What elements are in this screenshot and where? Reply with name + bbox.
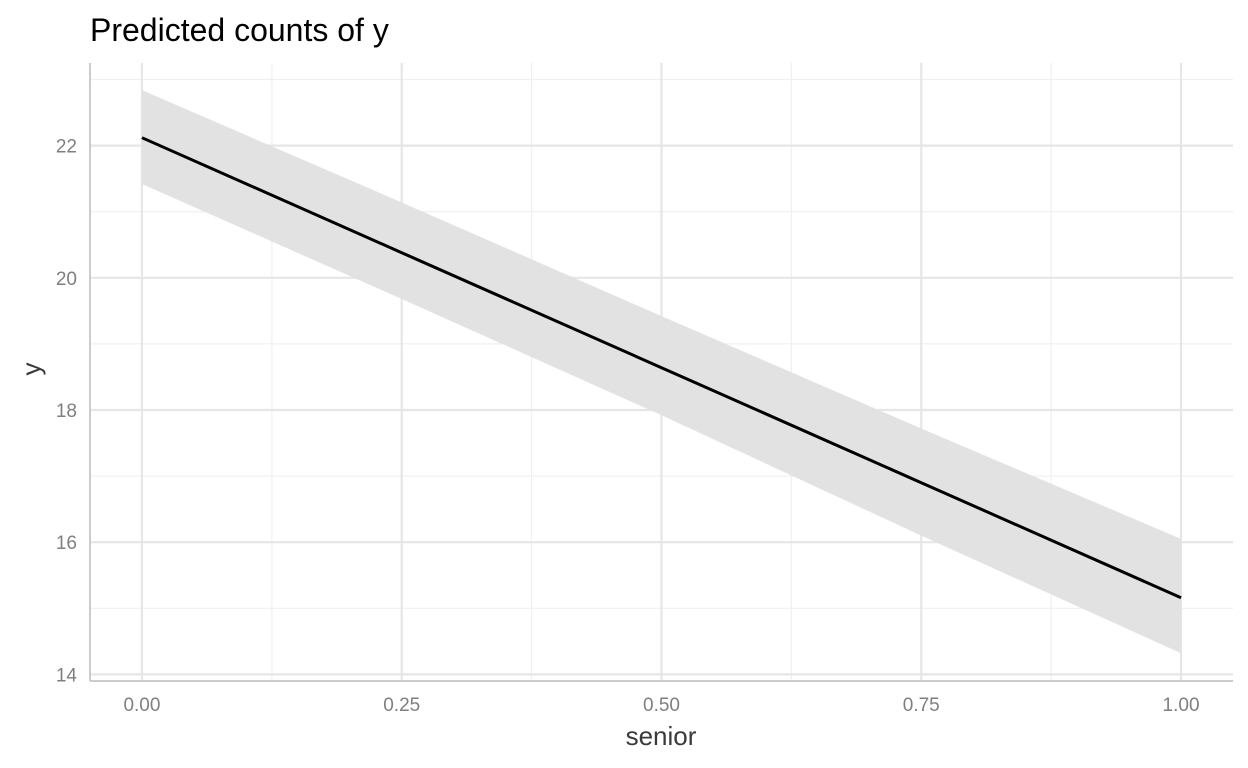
y-tick-label-2: 18 [56,401,77,422]
prediction-lines [141,136,1182,600]
confidence-bands [141,90,1182,654]
x-tick-label-0: 0.00 [123,695,160,716]
x-axis-title: senior [626,721,697,751]
y-tick-label-4: 22 [56,137,77,158]
y-axis-ticks: 14 16 18 20 22 [56,137,78,687]
y-tick-label-1: 16 [56,533,77,554]
x-tick-label-1: 0.25 [383,695,420,716]
chart-title: Predicted counts of y [90,12,389,48]
x-tick-label-3: 0.75 [903,695,940,716]
confidence-band-0 [141,90,1182,654]
y-axis-title: y [16,363,46,376]
y-tick-label-3: 20 [56,269,77,290]
x-tick-label-2: 0.50 [643,695,680,716]
axis-lines [89,63,1233,682]
x-axis-ticks: 0.00 0.25 0.50 0.75 1.00 [123,695,1199,716]
y-tick-label-0: 14 [56,665,78,686]
prediction-line-0 [141,136,1182,600]
x-tick-label-4: 1.00 [1163,695,1200,716]
